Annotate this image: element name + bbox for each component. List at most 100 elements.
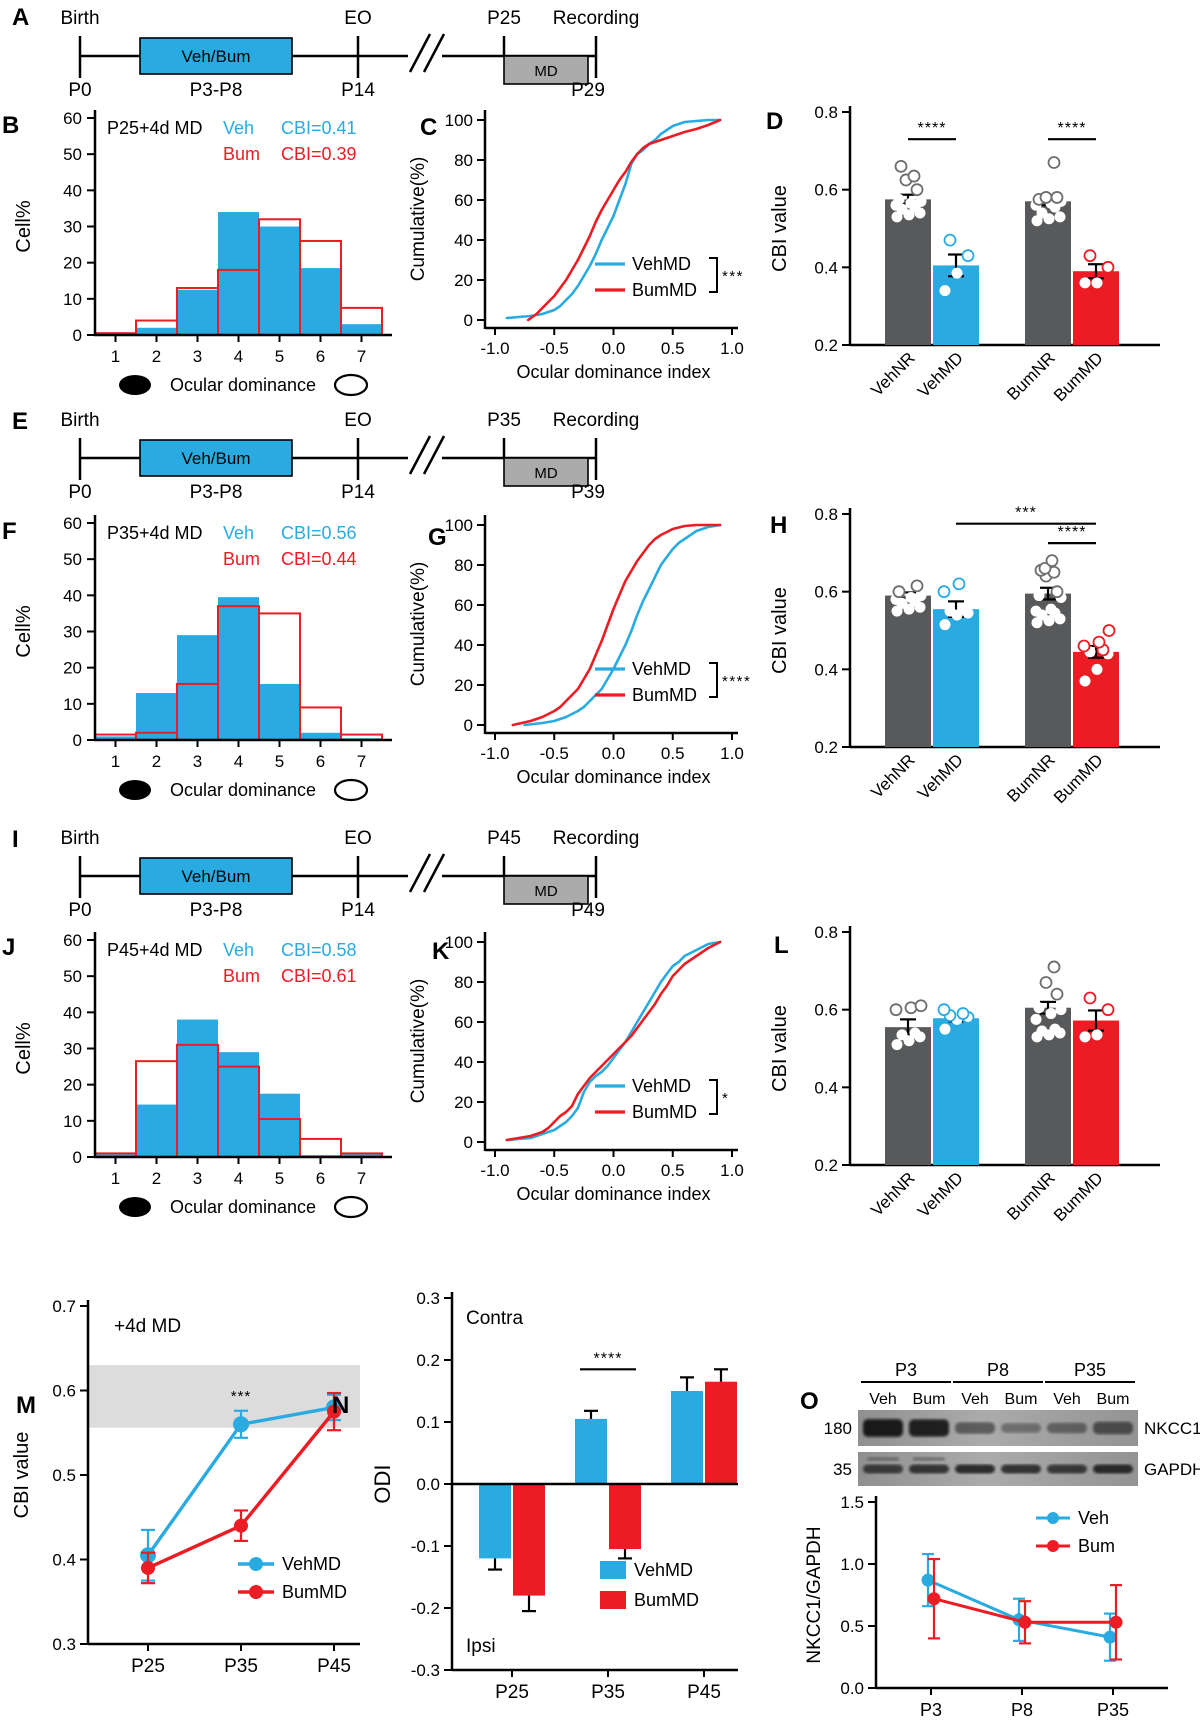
vehmd-curve [505, 118, 722, 320]
panel-i-label: I [12, 826, 19, 853]
y-tick-label: 60 [454, 191, 473, 210]
y-axis-title: Cumulative(%) [408, 562, 429, 687]
x-tick-label: 5 [275, 1169, 284, 1188]
y-tick-label: 0.5 [52, 1466, 76, 1485]
blot-band [955, 1422, 995, 1434]
x-tick-label: 5 [275, 752, 284, 771]
md-start-label: P25 [487, 8, 521, 29]
cbi-bar-vehmd [933, 265, 979, 345]
bummd-bar [705, 1381, 737, 1484]
x-tick-label: 3 [193, 752, 202, 771]
timeline-a-canvas: Veh/Bum MD Birth EO P25 Recording P0 P3-P8 P14 P2… [60, 8, 639, 101]
timeline-e-canvas: Veh/Bum MD Birth EO P35 Recording P0 P3-P8 P14 P3… [60, 410, 639, 503]
open-eye-icon [333, 373, 369, 397]
significance-stars: *** [1015, 505, 1037, 522]
x-tick-label: 4 [234, 347, 243, 366]
data-point [1036, 1025, 1048, 1037]
histogram-title: P45+4d MD [107, 940, 203, 960]
panel-a-timeline: Veh/Bum MD Birth EO P25 Recording P0 P3-P8 P14 P2… [10, 0, 660, 101]
x-tick-label: 2 [152, 752, 161, 771]
veh-bar [300, 268, 341, 335]
birth-label: Birth [60, 828, 99, 849]
x-tick-label: 0.5 [661, 339, 685, 358]
x-tick-label: 1 [111, 347, 120, 366]
y-tick-label: 10 [63, 1112, 82, 1131]
panel-i-timeline: Veh/Bum MD Birth EO P45 Recording P0 P3-P8 P14 P4… [10, 820, 660, 921]
data-point [1092, 635, 1106, 649]
y-axis-title: CBI value [769, 1005, 791, 1092]
y-tick-label: 50 [63, 145, 82, 164]
significance-stars: **** [594, 1350, 623, 1367]
x-tick-label: -0.5 [540, 1161, 569, 1180]
panel-n-odi-bars: 0.3 0.2 0.1 0.0 -0.1 -0.2 -0.3 ODI P25 P35 P45 Cont… [360, 1280, 750, 1726]
y-tick-label: 60 [454, 596, 473, 615]
legend-label: VehMD [632, 1076, 691, 1096]
legend-name: Veh [223, 940, 254, 960]
y-axis-title: Cumulative(%) [408, 157, 429, 282]
data-point [910, 183, 924, 197]
data-point [937, 1003, 951, 1017]
md-box-label: MD [534, 883, 557, 900]
legend-label: BumMD [632, 1102, 697, 1122]
x-axis-title: Ocular dominance [170, 1197, 316, 1217]
y-tick-label: 100 [445, 516, 473, 535]
bars-n-canvas: 0.3 0.2 0.1 0.0 -0.1 -0.2 -0.3 ODI P25 P35 P45 Cont… [370, 1289, 738, 1703]
legend-cbi-value: CBI=0.39 [281, 144, 357, 164]
data-point [1039, 976, 1053, 989]
y-tick-label: 40 [454, 1053, 473, 1072]
x-tick-label: 1.0 [720, 744, 744, 763]
y-tick-label: 0.3 [416, 1289, 440, 1308]
normal-range-band [88, 1365, 360, 1428]
y-tick-label: 1.5 [840, 1493, 864, 1512]
data-point [914, 999, 928, 1013]
x-tick-label: P35 [1097, 1700, 1129, 1720]
panel-o-westernblot: P3 P8 P35 Veh Bum Veh Bum Veh Bum 180 NKCC1 35 GAPDH… [748, 1280, 1200, 1726]
data-point [1030, 605, 1042, 617]
panel-b-histogram: 0 10 20 30 40 50 60 1 2 3 4 5 6 7 Cell% Ocular dominanc… [0, 100, 400, 400]
x-tick-label: 4 [234, 1169, 243, 1188]
cbi-bar-vehnr [885, 1027, 931, 1165]
veh-point [1103, 1630, 1117, 1644]
panel-k-cumulative: 0 20 40 60 80 100 -1.0 -0.5 0.0 0.5 1.0 Ocular domi… [400, 922, 750, 1222]
blot-band [1047, 1464, 1087, 1474]
y-tick-label: 0.0 [840, 1679, 864, 1698]
data-point [1047, 156, 1061, 169]
y-tick-label: 0.2 [416, 1351, 440, 1370]
x-tick-label: 1 [111, 1169, 120, 1188]
cumulative-g-canvas: 0 20 40 60 80 100 -1.0 -0.5 0.0 0.5 1.0 Ocular domi… [408, 515, 750, 787]
blot-band [863, 1464, 903, 1474]
drug-days-label: P3-P8 [190, 80, 243, 101]
y-tick-label: 60 [63, 931, 82, 950]
panel-m-label: M [16, 1392, 36, 1419]
drug-box-label: Veh/Bum [182, 867, 251, 886]
ipsi-label: Ipsi [466, 1636, 496, 1657]
panel-d-label: D [766, 108, 784, 135]
veh-bar [300, 732, 341, 740]
data-point [937, 585, 951, 599]
data-point [1039, 191, 1053, 204]
x-category-label: BumMD [1050, 348, 1107, 405]
cbi-bar-bumnr [1025, 201, 1071, 345]
y-tick-label: 40 [454, 231, 473, 250]
y-tick-label: -0.3 [411, 1661, 440, 1680]
panel-j-label: J [2, 934, 16, 961]
data-point [1050, 585, 1064, 599]
cumulative-c-canvas: 0 20 40 60 80 100 -1.0 -0.5 0.0 0.5 1.0 Ocular domi… [408, 110, 744, 382]
y-tick-label: 20 [454, 271, 473, 290]
end-day-label: P29 [571, 80, 605, 101]
md-start-label: P45 [487, 828, 521, 849]
legend-label: VehMD [632, 659, 691, 679]
bummd-point [141, 1560, 155, 1575]
data-point [939, 285, 951, 297]
x-tick-label: 3 [193, 1169, 202, 1188]
y-tick-label: 40 [63, 586, 82, 605]
blot-band [1093, 1464, 1133, 1474]
md-box-label: MD [534, 465, 557, 482]
x-tick-label: 1.0 [720, 1161, 744, 1180]
data-point [1091, 663, 1103, 675]
data-point [1077, 639, 1091, 653]
x-axis-title: Ocular dominance index [516, 1184, 710, 1204]
legend-label: Bum [1078, 1536, 1115, 1556]
